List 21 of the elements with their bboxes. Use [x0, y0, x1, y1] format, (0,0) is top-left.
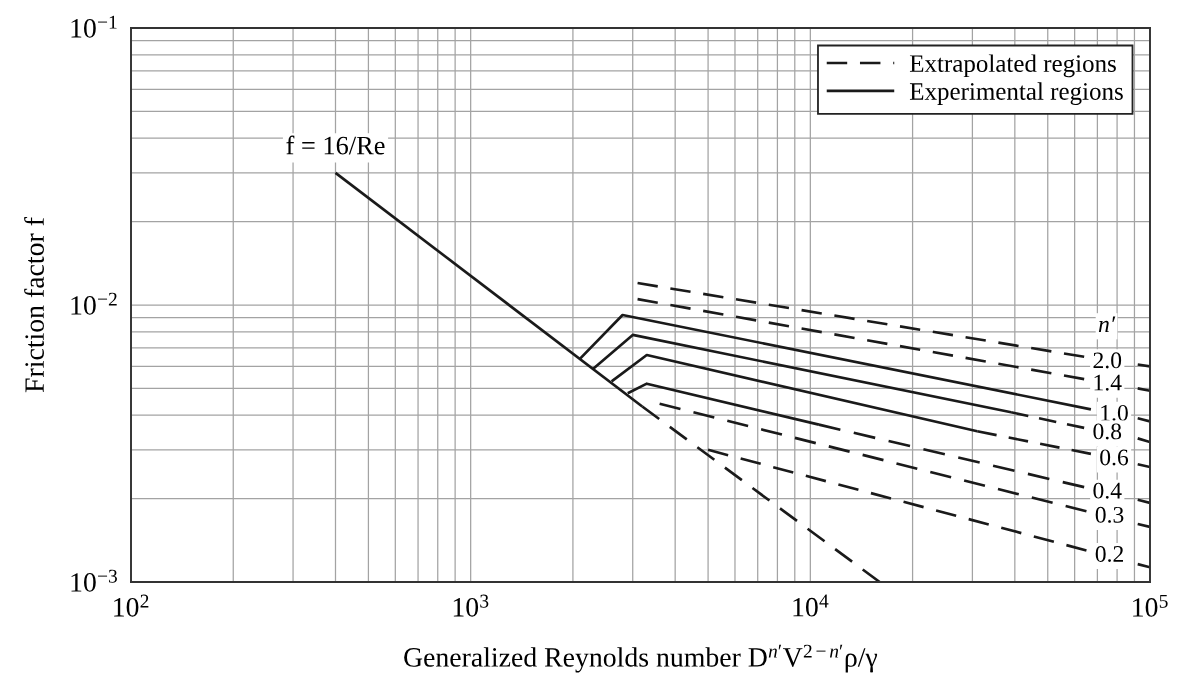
annotation: 0.2 [1095, 545, 1123, 563]
y-axis-title: Friction factor f [24, 217, 44, 393]
x-tick-label: 10$^{5}$ [1133, 594, 1168, 617]
annotation: 0.6 [1100, 449, 1129, 466]
annotation: 1.0 [1101, 404, 1128, 421]
x-tick-label: 10$^{2}$ [114, 594, 149, 617]
annotation: 0.4 [1093, 482, 1122, 499]
x-tick-label: 10$^{4}$ [793, 594, 829, 617]
annotation: 2.0 [1093, 352, 1122, 369]
y-tick-label: 10$^{−2}$ [71, 292, 117, 315]
y-tick-label: 10$^{−3}$ [71, 569, 117, 592]
x-axis-title: Generalized Reynolds number D$^{n′}$V$^{2−n′}$ρ/γ [404, 644, 878, 673]
annotation: 1.4 [1094, 374, 1122, 391]
annotation: 0.8 [1093, 423, 1122, 440]
annotation: n′ [1098, 316, 1116, 332]
legend-label: Extrapolated regions [909, 54, 1116, 78]
annotation: f = 16/Re [286, 135, 385, 155]
legend-label: Experimental regions [909, 82, 1123, 106]
x-tick-label: 10$^{3}$ [453, 594, 489, 617]
annotation: 0.3 [1095, 506, 1124, 523]
y-tick-label: 10$^{−1}$ [71, 15, 117, 38]
